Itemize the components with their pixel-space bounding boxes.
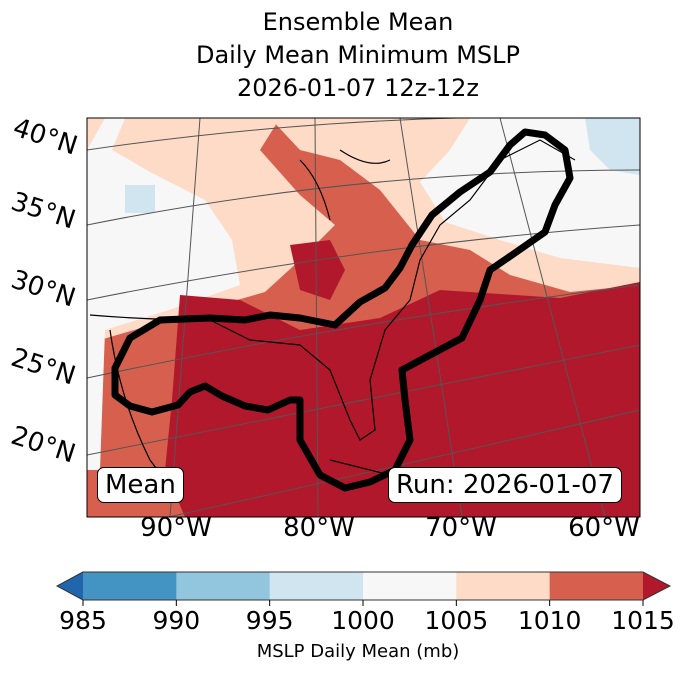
colorbar-tick-label: 1010 (517, 606, 582, 635)
lon-label-90w: 90°W (140, 513, 212, 543)
colorbar-over-arrow (643, 572, 670, 600)
colorbar-cell (363, 572, 457, 600)
contour-line (111, 128, 574, 492)
field-1015-blob (290, 240, 345, 300)
colorbar-tick-label: 990 (152, 606, 201, 635)
colorbar (55, 571, 672, 606)
colorbar-cell (456, 572, 551, 600)
colorbar-tick-label: 1000 (331, 606, 395, 635)
lon-label-60w: 60°W (568, 513, 640, 543)
colorbar-cell (549, 572, 644, 600)
title-line-1: Ensemble Mean (262, 8, 454, 36)
field-995-patch-west (125, 185, 155, 213)
lon-label-70w: 70°W (425, 513, 497, 543)
lon-label-80w: 80°W (283, 513, 355, 543)
graticule (87, 118, 640, 517)
colorbar-label: MSLP Daily Mean (mb) (256, 641, 460, 662)
colorbar-tick-label: 985 (59, 606, 107, 635)
field-1000-northeast (420, 118, 640, 268)
map-frame (86, 117, 641, 518)
colorbar-tick-label: 1005 (424, 606, 489, 635)
colorbar-cell (83, 572, 177, 600)
map-panel (87, 118, 640, 517)
field-995-patch-northeast (585, 118, 640, 175)
colorbar-tick-label: 995 (245, 606, 294, 635)
title-line-3: 2026-01-07 12z-12z (236, 74, 480, 102)
colorbar-tick-label: 1015 (611, 606, 675, 635)
colorbar-under-arrow (57, 572, 83, 600)
colorbar-cell (176, 572, 271, 600)
colorbar-cell (269, 572, 364, 600)
mean-label-box: Mean (97, 467, 184, 503)
title-line-2: Daily Mean Minimum MSLP (195, 41, 520, 69)
run-date-box: Run: 2026-01-07 (388, 467, 622, 503)
